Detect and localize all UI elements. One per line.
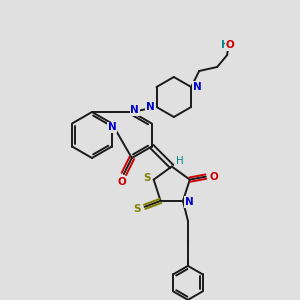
Text: N: N: [193, 82, 202, 92]
Text: O: O: [226, 40, 235, 50]
Text: S: S: [133, 204, 140, 214]
Text: N: N: [146, 102, 155, 112]
Text: O: O: [118, 177, 126, 187]
Text: S: S: [143, 172, 150, 183]
Text: N: N: [107, 122, 116, 133]
Text: H: H: [221, 40, 230, 50]
Text: O: O: [209, 172, 218, 182]
Text: H: H: [176, 157, 184, 166]
Text: N: N: [130, 105, 139, 115]
Text: N: N: [184, 197, 193, 207]
